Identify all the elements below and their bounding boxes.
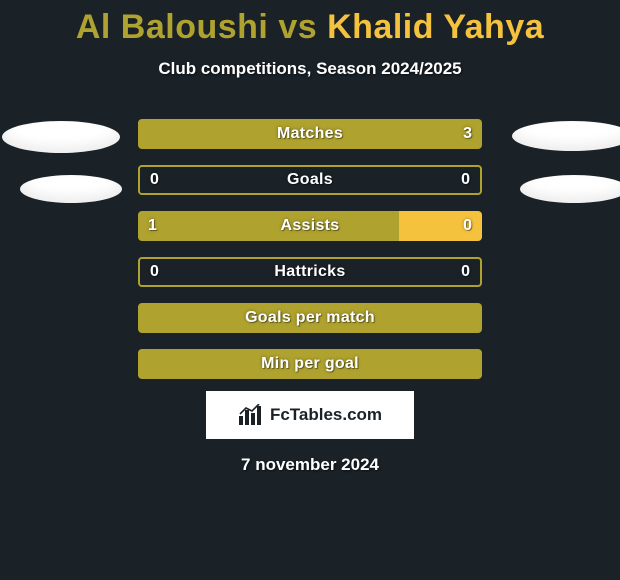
player2-silhouette-shape: [520, 175, 620, 203]
stat-row: Goals0 0: [138, 165, 482, 195]
player1-silhouette-shape: [20, 175, 122, 203]
comparison-title: Al Baloushi vs Khalid Yahya: [0, 0, 620, 47]
player1-silhouette-shape: [2, 121, 120, 153]
stat-label: Hattricks: [140, 263, 480, 281]
source-logo: FcTables.com: [206, 391, 414, 439]
stat-label: Goals per match: [138, 309, 482, 327]
stat-label: Matches: [138, 125, 482, 143]
stat-row: Matches3: [138, 119, 482, 149]
player2-silhouette-shape: [512, 121, 620, 151]
stat-bars-container: Matches3Goals00Assists10Hattricks00Goals…: [138, 119, 482, 395]
stat-label: Min per goal: [138, 355, 482, 373]
stat-row: Hattricks0 0: [138, 257, 482, 287]
stat-value-left: 0: [150, 263, 159, 281]
source-logo-text: FcTables.com: [270, 405, 382, 425]
stat-value-right: 3: [463, 125, 472, 143]
stat-row: Min per goal: [138, 349, 482, 379]
stat-value-right: 0: [463, 217, 472, 235]
snapshot-date: 7 november 2024: [0, 455, 620, 475]
player1-name: Al Baloushi: [76, 8, 269, 46]
stat-label: Goals: [140, 171, 480, 189]
stat-value-right: 0: [461, 263, 470, 281]
vs-separator: vs: [268, 8, 327, 46]
stat-value-left: 1: [148, 217, 157, 235]
stat-value-right: 0: [461, 171, 470, 189]
stat-label: Assists: [138, 217, 482, 235]
stat-row: Assists1 0: [138, 211, 482, 241]
comparison-subtitle: Club competitions, Season 2024/2025: [0, 59, 620, 79]
fctables-chart-icon: [238, 404, 264, 426]
stat-value-left: 0: [150, 171, 159, 189]
stat-row: Goals per match: [138, 303, 482, 333]
stats-area: Matches3Goals00Assists10Hattricks00Goals…: [0, 119, 620, 379]
player2-name: Khalid Yahya: [327, 8, 544, 46]
